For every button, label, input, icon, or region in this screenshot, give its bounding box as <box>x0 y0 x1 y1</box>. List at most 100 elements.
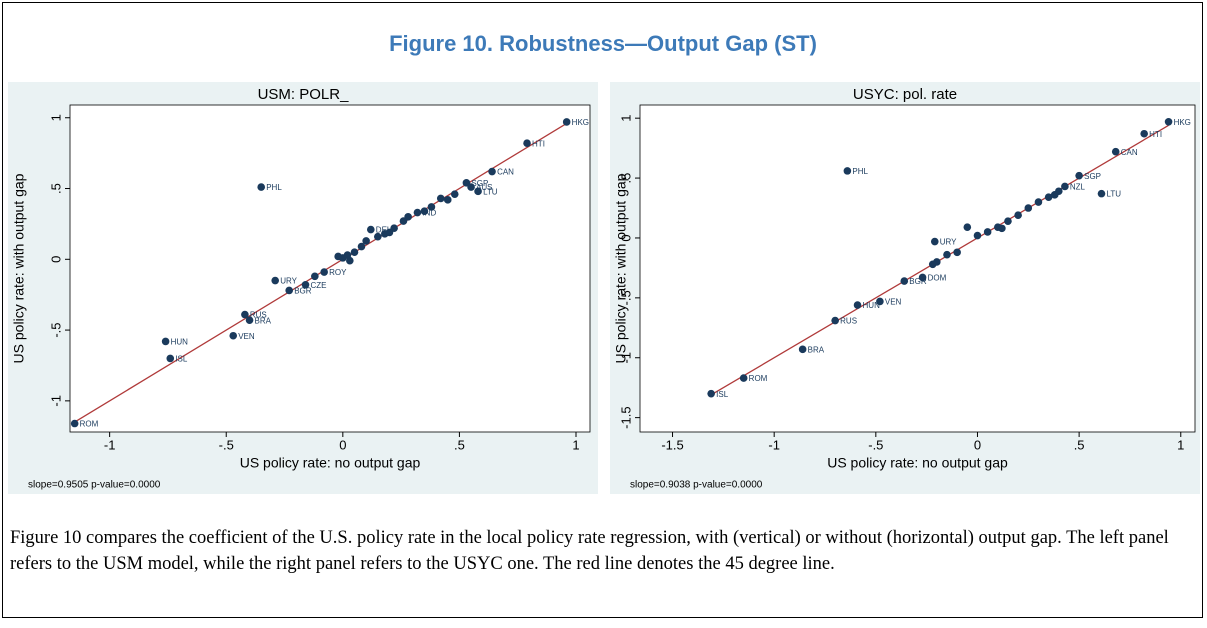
y-tick-label: 1 <box>618 115 633 122</box>
point <box>311 272 319 281</box>
point-label: ROM <box>749 374 768 383</box>
point <box>474 187 482 196</box>
point <box>467 183 475 191</box>
point-label: ROM <box>80 420 99 429</box>
point-label: RUS <box>840 317 857 326</box>
x-tick-label: 0 <box>974 437 981 452</box>
plot-area <box>69 104 591 433</box>
x-tick-label: .5 <box>454 437 465 452</box>
point-label: VEN <box>238 332 255 341</box>
point-label: HTI <box>1149 130 1162 139</box>
point <box>257 183 266 191</box>
y-tick-label: .5 <box>618 173 633 184</box>
x-axis-label: US policy rate: no output gap <box>240 455 421 471</box>
point-label: BGR <box>909 277 927 286</box>
point <box>1034 198 1043 206</box>
point <box>918 273 927 282</box>
point <box>350 248 359 257</box>
point <box>928 260 937 269</box>
y-tick-label: -1 <box>618 352 633 364</box>
point <box>523 139 531 148</box>
plot-area <box>639 104 1196 433</box>
point <box>707 389 715 398</box>
y-tick-label: -1.5 <box>618 406 633 428</box>
point <box>930 237 939 246</box>
point <box>362 237 370 245</box>
x-tick-label: -1 <box>768 437 780 452</box>
point <box>1075 171 1083 180</box>
point <box>1140 129 1148 138</box>
point <box>285 286 293 295</box>
point <box>385 228 394 237</box>
point-label: HUN <box>171 338 189 347</box>
point <box>245 316 254 324</box>
point <box>1061 182 1069 191</box>
point <box>334 252 342 261</box>
point <box>963 223 972 231</box>
point-label: HUN <box>863 301 881 310</box>
point <box>450 190 459 198</box>
x-tick-label: -.5 <box>868 437 883 452</box>
note: slope=0.9038 p-value=0.0000 <box>630 480 763 491</box>
x-tick-label: 0 <box>339 437 346 452</box>
point-label: BGR <box>294 287 312 296</box>
point <box>436 194 445 203</box>
figure-title: Figure 10. Robustness—Output Gap (ST) <box>389 31 817 56</box>
point <box>70 419 79 428</box>
point-label: AUS <box>476 183 492 192</box>
point-label: URY <box>280 277 297 286</box>
figure-frame <box>2 2 1203 618</box>
point-label: RUS <box>250 311 267 320</box>
point <box>367 225 375 234</box>
point-label: PHL <box>266 183 282 192</box>
caption: Figure 10 compares the coefficient of th… <box>10 528 1169 574</box>
point <box>843 167 852 175</box>
point-label: DOM <box>928 274 947 283</box>
point-label: HKG <box>572 118 589 127</box>
x-tick-label: 1 <box>1177 437 1184 452</box>
point <box>271 276 280 285</box>
point <box>1111 147 1120 156</box>
point <box>229 331 238 340</box>
y-tick-label: 0 <box>618 234 633 241</box>
point <box>739 374 748 382</box>
point <box>831 316 839 325</box>
point-label: IND <box>422 209 436 218</box>
point-label: URY <box>940 238 957 247</box>
point-label: ISL <box>175 354 188 363</box>
point <box>943 250 951 259</box>
x-tick-label: -.5 <box>219 437 234 452</box>
y-axis-label: US policy rate: with output gap <box>613 173 629 363</box>
point <box>420 207 429 215</box>
point-label: SGP <box>471 179 488 188</box>
point-label: HTI <box>532 139 545 148</box>
point-label: HKG <box>1174 118 1191 127</box>
point-label: ROY <box>329 268 347 277</box>
point-label: CAN <box>1121 148 1138 157</box>
y-axis-label: US policy rate: with output gap <box>11 173 27 363</box>
point <box>900 277 909 285</box>
panel-title: USYC: pol. rate <box>853 86 957 103</box>
point <box>427 203 436 211</box>
point <box>853 301 862 309</box>
point-label: CZE <box>311 281 327 290</box>
y-tick-label: -.5 <box>48 322 63 337</box>
y-tick-label: -1 <box>48 395 63 407</box>
point <box>983 228 992 236</box>
point <box>320 268 328 276</box>
point-label: PHL <box>852 167 868 176</box>
point <box>413 208 422 217</box>
point <box>374 232 382 241</box>
point <box>1014 211 1022 219</box>
point <box>1054 187 1063 196</box>
point <box>1164 117 1173 126</box>
y-tick-label: 0 <box>48 256 63 263</box>
point <box>404 213 412 221</box>
point <box>166 354 175 363</box>
point-label: BRA <box>255 316 272 325</box>
point <box>301 280 310 289</box>
note: slope=0.9505 p-value=0.0000 <box>28 480 161 491</box>
point-label: SGP <box>1084 172 1101 181</box>
point-label: LTU <box>483 187 498 196</box>
